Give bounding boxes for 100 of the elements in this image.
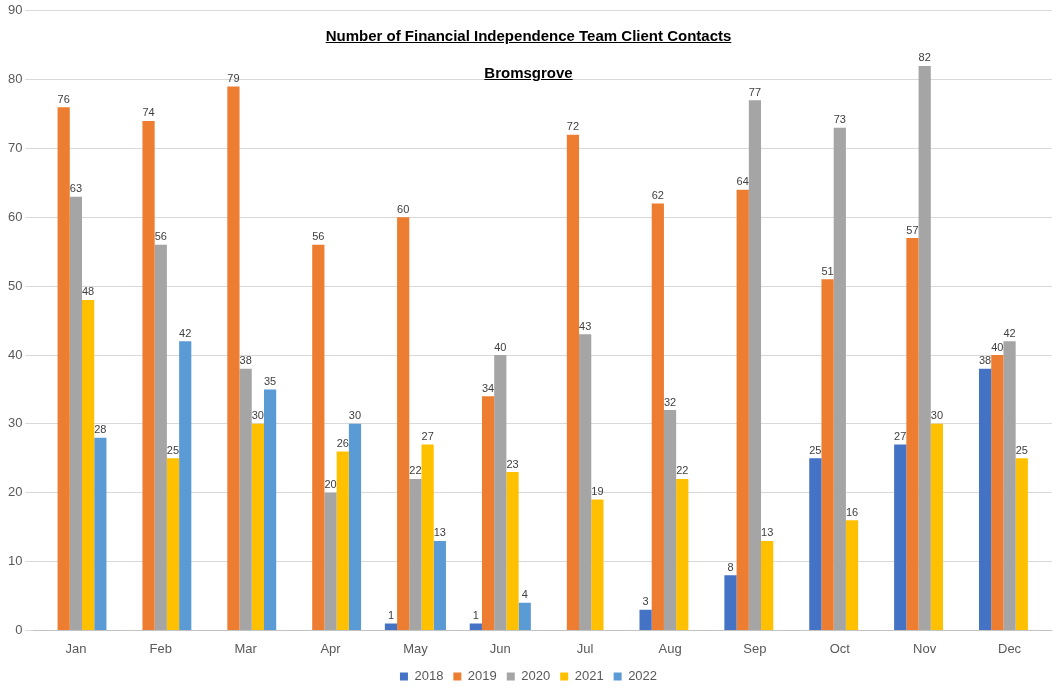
data-label: 27 [894,430,907,443]
data-label: 30 [930,409,944,422]
bar [736,189,749,630]
data-label: 28 [94,423,107,436]
data-label: 56 [154,230,167,243]
data-label: 1 [472,609,479,622]
y-tick-label: 20 [7,484,23,500]
bar [384,623,398,630]
data-label: 74 [142,106,155,119]
y-tick-label: 50 [7,277,23,293]
data-label: 20 [324,478,337,491]
x-tick-label: May [403,640,429,656]
data-label: 56 [312,230,325,243]
data-label: 13 [433,526,446,539]
data-label: 42 [1003,326,1016,339]
data-label: 48 [82,285,95,298]
bar [397,217,410,630]
data-label: 34 [481,381,495,394]
data-label: 35 [263,374,277,387]
bar [433,540,446,630]
data-label: 19 [591,485,604,498]
data-label: 40 [991,340,1004,353]
bar [748,100,762,630]
data-label: 30 [348,409,362,422]
bar [481,396,495,630]
bar [494,355,507,630]
bar [663,410,677,630]
data-label: 73 [833,113,846,126]
data-label: 38 [978,354,992,367]
bar [263,389,277,630]
x-tick-label: Feb [149,640,172,656]
x-tick-label: Dec [998,640,1022,656]
bar [724,575,737,630]
data-label: 32 [663,395,677,408]
bar [227,86,240,630]
x-tick-label: Apr [320,640,342,656]
bar [906,237,919,630]
bar [179,341,192,630]
bar [94,437,107,630]
bar [845,520,859,630]
bar [57,107,70,630]
bar [591,499,604,630]
data-label: 42 [179,326,192,339]
y-tick-label: 40 [7,346,23,362]
data-label: 38 [239,354,252,367]
data-label: 82 [918,51,931,64]
bar [239,368,252,630]
bar [894,444,907,630]
data-label: 25 [166,443,180,456]
data-label: 3 [642,595,649,608]
x-tick-label: Oct [829,640,851,656]
x-tick-label: Aug [658,640,682,656]
data-label: 62 [651,189,664,202]
data-label: 8 [727,560,734,573]
data-label: 22 [676,464,689,477]
y-tick-label: 60 [7,208,23,224]
data-label: 1 [387,609,395,622]
x-tick-label: Mar [234,640,258,656]
x-tick-label: Jul [576,640,594,656]
bar [639,609,652,630]
x-tick-label: Sep [743,640,767,656]
bar [324,492,337,630]
bar [991,355,1004,630]
y-tick-label: 70 [7,140,23,156]
data-label: 16 [845,505,859,518]
data-label: 13 [761,526,774,539]
y-tick-label: 90 [7,2,23,18]
y-tick-label: 0 [15,621,23,637]
bar [918,65,931,630]
data-label: 72 [566,120,580,133]
data-label: 30 [251,409,264,422]
legend-label: 2018 [414,668,444,684]
bar [348,423,362,630]
bar [336,451,349,630]
x-tick-label: Jun [489,640,511,656]
data-label: 64 [736,175,749,188]
x-tick-label: Nov [913,640,937,656]
data-label: 26 [336,436,349,449]
text: Bromsgrove [484,64,573,81]
bar [1015,458,1028,630]
data-label: 57 [906,223,919,236]
bar [809,458,822,630]
bar [142,120,155,630]
x-tick-label: Jan [65,640,87,656]
bar [761,540,774,630]
bar [154,244,167,630]
data-label: 25 [1015,443,1028,456]
y-tick-label: 10 [7,553,23,569]
bar [312,244,325,630]
bar [421,444,434,630]
bar [676,478,689,630]
bar [409,478,422,630]
data-label: 23 [506,457,519,470]
data-label: 22 [409,464,422,477]
y-tick-label: 30 [7,415,23,431]
data-label: 60 [397,202,410,215]
bar [651,203,664,630]
data-label: 4 [521,588,528,601]
bar [821,279,834,630]
bar [833,127,846,630]
